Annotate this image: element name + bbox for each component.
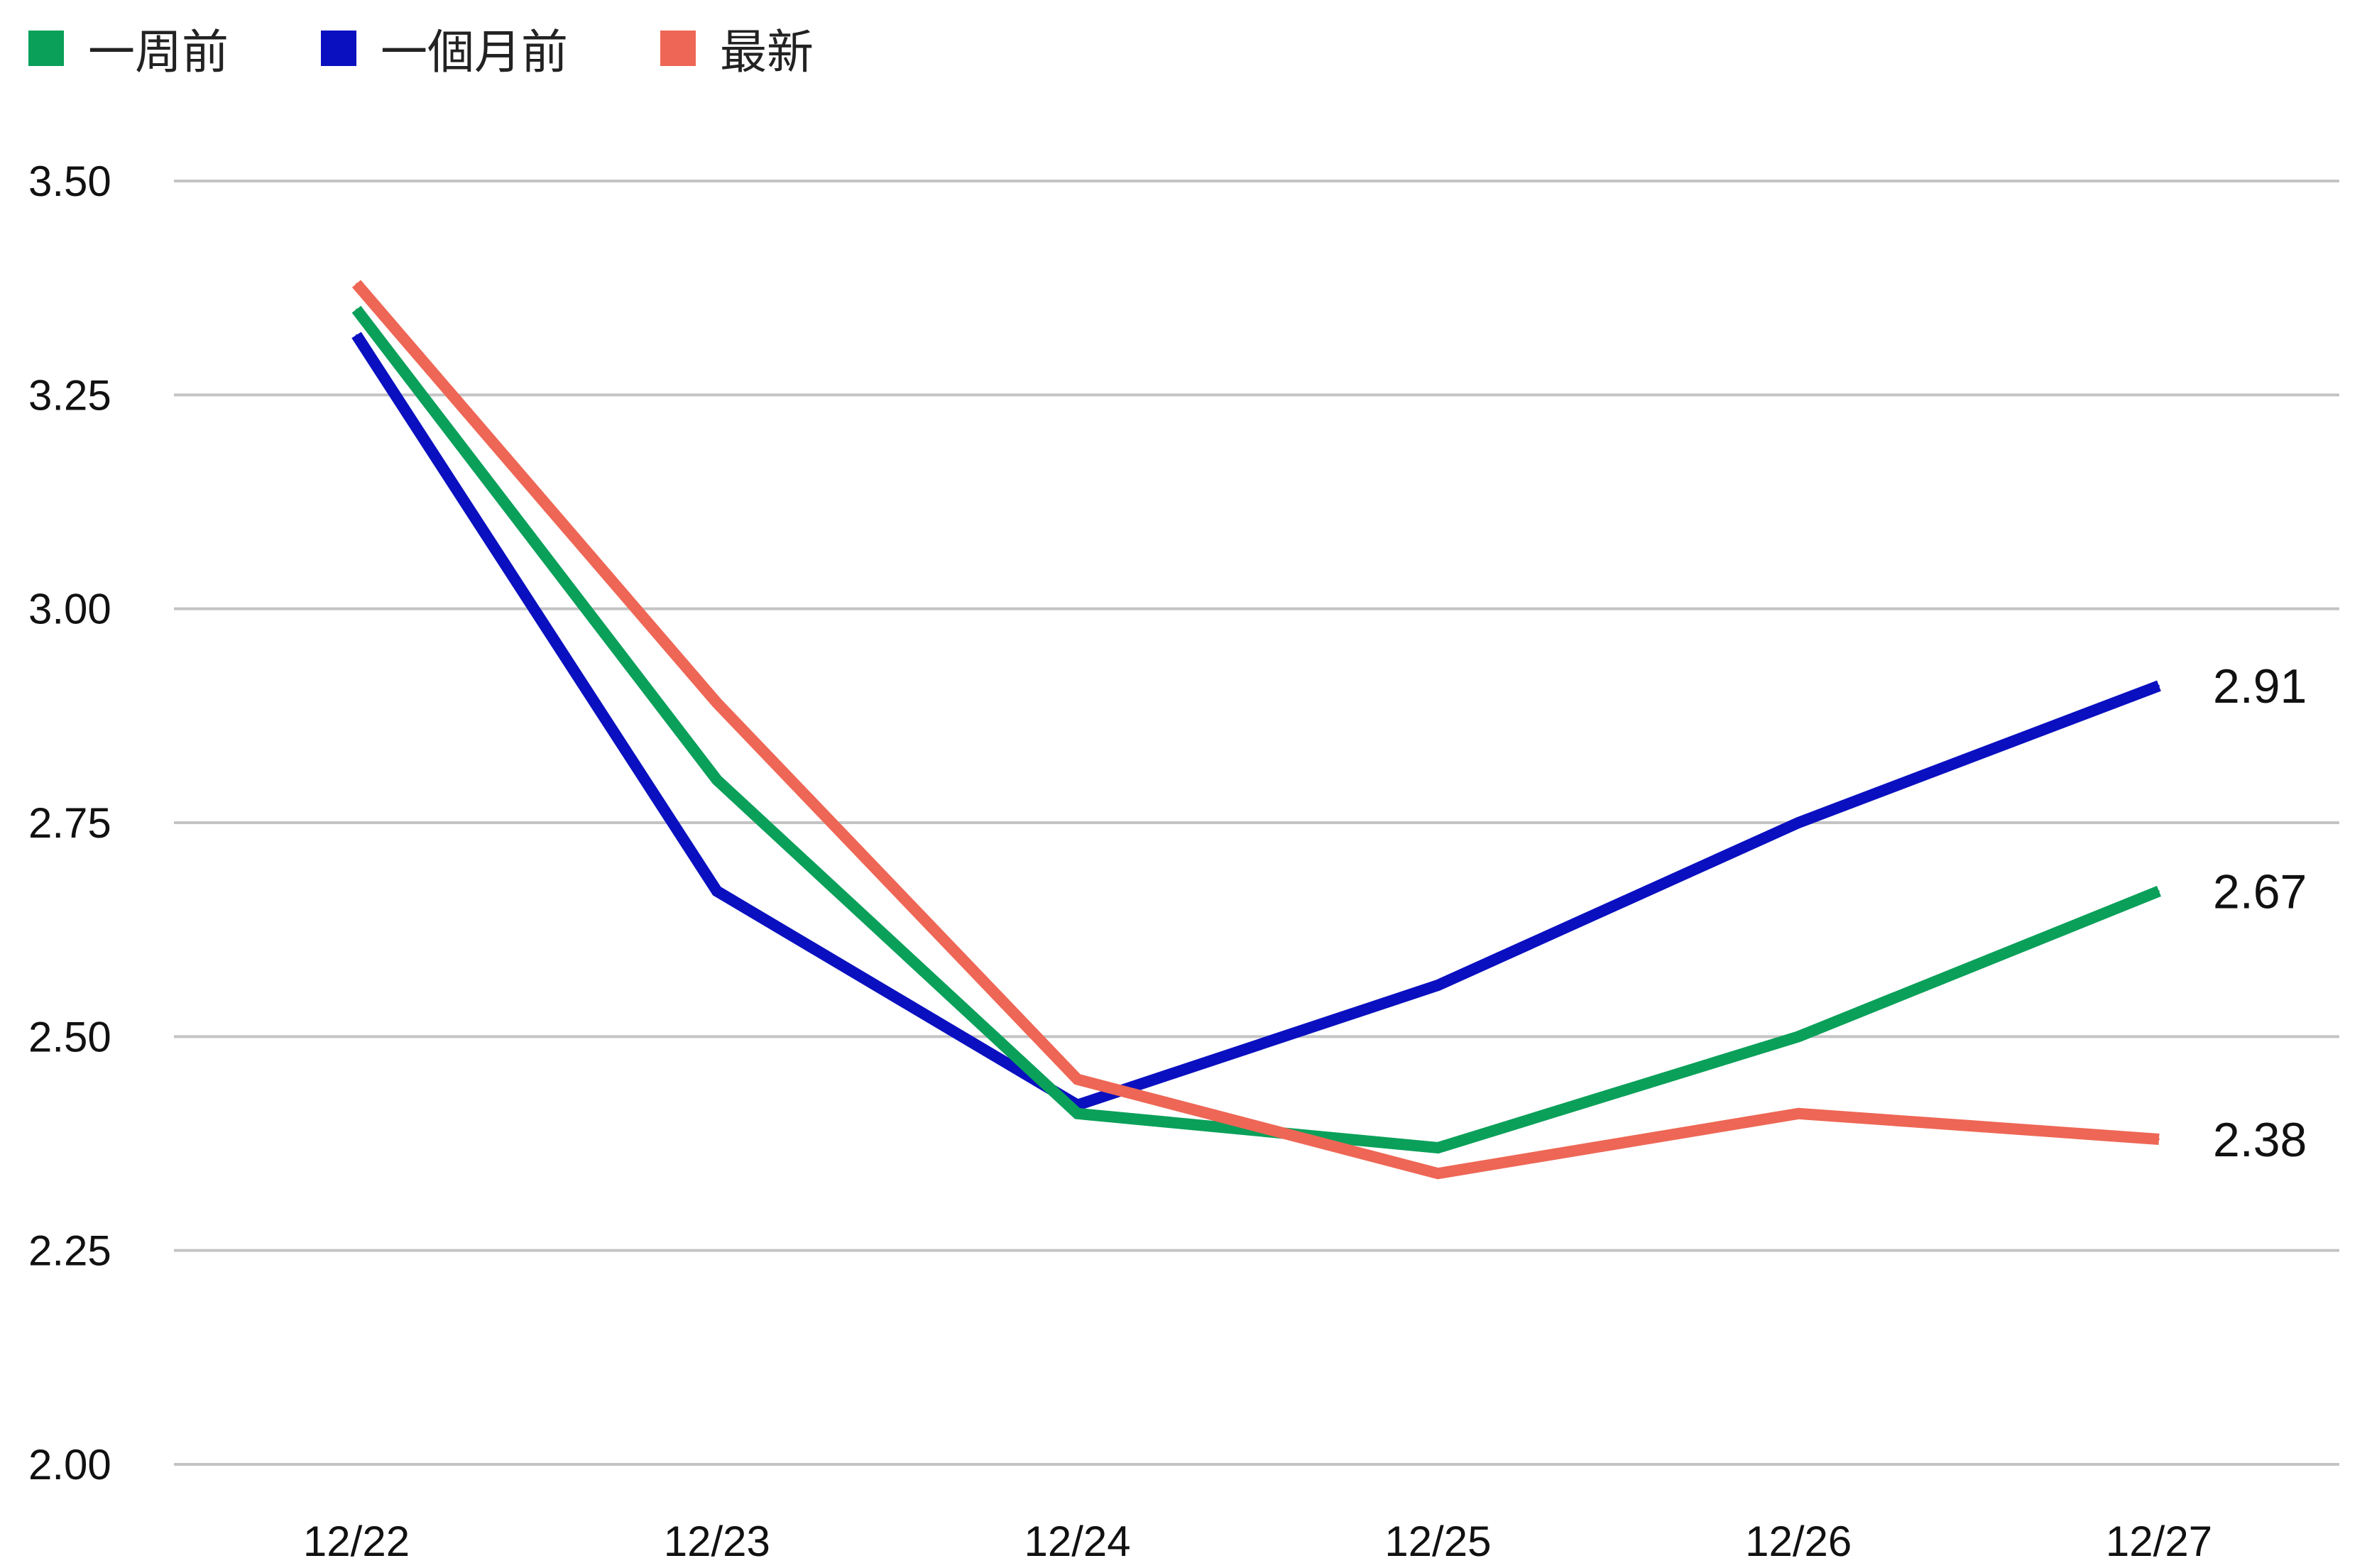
legend-item-latest: 最新 [660, 14, 814, 82]
series-line [351, 331, 2161, 1112]
data-label: 2.67 [2213, 865, 2307, 919]
data-point [716, 702, 718, 704]
y-tick-label: 2.00 [28, 1441, 111, 1488]
y-tick-label: 3.25 [28, 371, 111, 419]
data-point [356, 334, 357, 336]
y-tick-label: 3.00 [28, 586, 111, 633]
x-tick-label: 12/23 [664, 1518, 770, 1565]
data-point [356, 308, 357, 310]
data-point [2158, 1138, 2160, 1140]
data-label: 2.38 [2213, 1113, 2307, 1167]
legend-swatch-latest [660, 31, 696, 66]
data-point [1437, 1173, 1439, 1175]
y-tick-label: 2.75 [28, 799, 111, 847]
data-point [1798, 822, 1800, 823]
legend-label-latest: 最新 [720, 25, 814, 80]
y-tick-label: 2.50 [28, 1013, 111, 1060]
data-label: 2.91 [2213, 659, 2307, 713]
y-tick-label: 2.25 [28, 1227, 111, 1275]
data-point [716, 779, 718, 781]
legend-swatch-month-ago [321, 31, 356, 66]
data-point [2158, 685, 2160, 687]
data-point [356, 283, 357, 285]
x-tick-label: 12/27 [2106, 1518, 2212, 1565]
legend-item-month-ago: 一個月前 [321, 14, 568, 82]
series-line [351, 280, 2160, 1180]
legend-label-month-ago: 一個月前 [381, 25, 568, 80]
data-point [1798, 1112, 1800, 1114]
data-point [1798, 1036, 1800, 1038]
data-point [1437, 985, 1439, 987]
data-point [1076, 1104, 1078, 1106]
legend: 一周前 一個月前 最新 [28, 14, 814, 82]
x-tick-label: 12/26 [1745, 1518, 1852, 1565]
data-point [1437, 1147, 1439, 1149]
data-point [2158, 890, 2160, 892]
data-point [716, 890, 718, 892]
legend-item-week-ago: 一周前 [28, 14, 229, 82]
data-point [1076, 1112, 1078, 1114]
legend-label-week-ago: 一周前 [88, 25, 229, 80]
x-tick-label: 12/22 [303, 1518, 410, 1565]
series-line [351, 305, 2161, 1154]
y-tick-label: 3.50 [28, 158, 111, 205]
legend-swatch-week-ago [28, 31, 64, 66]
data-point [1076, 1078, 1078, 1080]
x-tick-label: 12/25 [1384, 1518, 1491, 1565]
x-tick-label: 12/24 [1024, 1518, 1131, 1565]
